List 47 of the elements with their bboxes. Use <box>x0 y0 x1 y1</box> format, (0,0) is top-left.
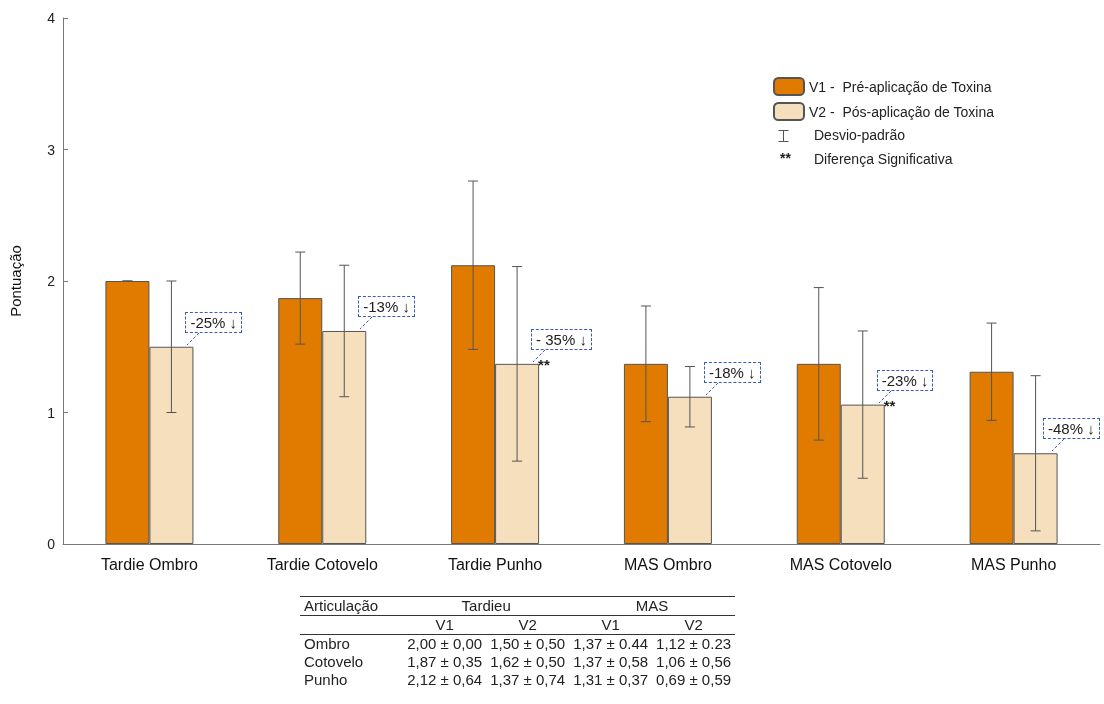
text: Ombro <box>303 634 351 653</box>
text: Cotovelo <box>303 653 365 671</box>
text: Tardieu <box>403 596 570 616</box>
legend-label: V2 - Pós-aplicação de Toxina <box>809 103 995 120</box>
x-tick-label: MAS Ombro <box>623 555 713 573</box>
text: 1,12 ± 0.23 <box>655 634 733 653</box>
text: 1,31 ± 0,37 <box>572 671 650 689</box>
annotation: ** <box>883 396 896 414</box>
text: 0,69 ± 0,59 <box>655 671 733 689</box>
x-tick-label: Tardie Cotovelo <box>266 555 378 573</box>
text: V2 <box>652 615 736 635</box>
annotation: ** <box>538 355 550 373</box>
text: Articulação <box>300 596 404 616</box>
callout-box: -13% ↓ <box>358 295 415 317</box>
y-axis-title: Pontuação <box>7 245 24 317</box>
x-tick-label: Tardie Ombro <box>100 555 198 573</box>
y-tick-label: 4 <box>47 10 56 26</box>
x-tick-label: Tardie Punho <box>447 555 543 573</box>
callout-box: -48% ↓ <box>1043 418 1100 440</box>
text: V1 <box>569 615 653 635</box>
text: V1 <box>403 615 487 635</box>
text: 1,37 ± 0,58 <box>572 653 650 671</box>
text: MAS <box>569 596 736 616</box>
annotation: Diferença Significativa <box>814 151 953 167</box>
y-tick-label: 3 <box>47 141 56 158</box>
text: 2,00 ± 0,00 <box>406 634 484 653</box>
callout-box: -25% ↓ <box>185 311 243 333</box>
text: 1,87 ± 0,35 <box>406 653 484 671</box>
annotation: Desvio-padrão <box>814 127 906 143</box>
text: 1,37 ± 0,74 <box>489 671 567 689</box>
x-tick-label: MAS Punho <box>970 555 1057 573</box>
text: ** <box>780 150 791 166</box>
callout-box: -23% ↓ <box>876 369 934 391</box>
text: 1,62 ± 0,50 <box>489 653 567 671</box>
text: 1,06 ± 0,56 <box>655 653 733 671</box>
text: Punho <box>303 671 349 689</box>
text: 1,37 ± 0.44 <box>572 634 650 653</box>
text: V2 <box>486 615 570 635</box>
text: 2,12 ± 0,64 <box>406 671 484 689</box>
callout-box: -18% ↓ <box>703 361 761 383</box>
x-tick-label: MAS Cotovelo <box>789 555 892 573</box>
y-tick-label: 1 <box>47 404 56 421</box>
text: 1,50 ± 0,50 <box>489 634 567 653</box>
legend-label: V1 - Pré-aplicação de Toxina <box>809 78 992 95</box>
callout-box: - 35% ↓ <box>531 328 592 350</box>
y-tick-label: 0 <box>47 536 56 552</box>
y-tick-label: 2 <box>47 273 56 289</box>
